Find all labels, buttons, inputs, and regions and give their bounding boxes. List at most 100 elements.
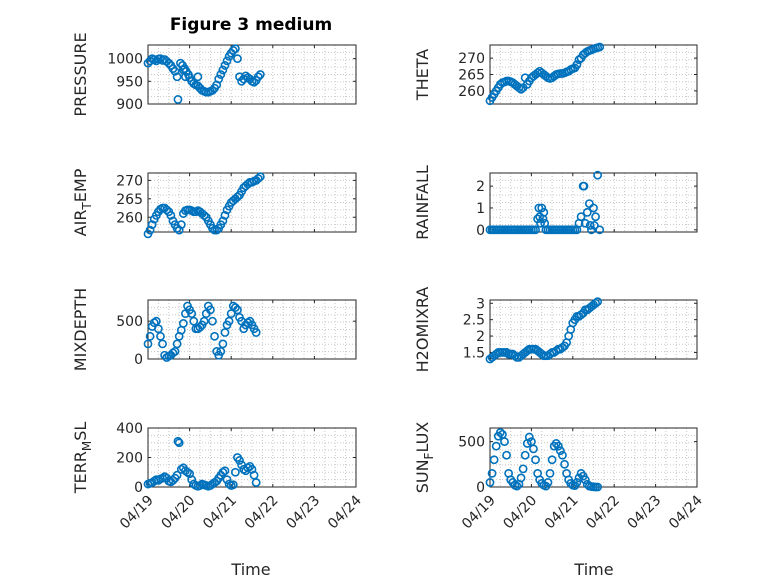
data-point xyxy=(158,339,167,349)
y-tick-label: 200 xyxy=(116,451,143,467)
y-tick-label: 2 xyxy=(476,329,485,345)
data-point xyxy=(524,432,534,442)
data-point xyxy=(228,480,238,490)
data-point xyxy=(572,60,582,70)
y-axis-label: PRESSURE xyxy=(71,32,90,116)
data-point xyxy=(512,481,522,491)
data-point xyxy=(216,70,226,79)
data-point xyxy=(579,181,589,191)
data-point xyxy=(487,468,497,478)
data-point xyxy=(580,475,590,485)
data-point xyxy=(589,203,598,213)
data-point xyxy=(172,72,182,82)
data-point xyxy=(193,72,203,82)
y-axis-label: MIXDEPTH xyxy=(71,288,90,371)
data-point xyxy=(576,212,586,222)
data-point xyxy=(558,450,567,460)
data-point xyxy=(189,316,199,326)
data-point xyxy=(228,46,238,55)
data-point xyxy=(224,316,234,326)
y-tick-label: 260 xyxy=(116,210,143,226)
data-point xyxy=(491,441,501,451)
data-point xyxy=(145,331,155,341)
data-point xyxy=(199,316,209,326)
data-point xyxy=(208,316,217,326)
data-point xyxy=(593,297,603,307)
data-point xyxy=(170,347,180,356)
data-point xyxy=(531,225,540,235)
y-tick-label: 950 xyxy=(116,74,143,90)
axes-box xyxy=(147,299,357,360)
data-point xyxy=(222,475,232,485)
data-point xyxy=(237,76,246,86)
data-point xyxy=(593,170,603,180)
subplot-1: 900 950 1000 PRESSURE xyxy=(71,32,357,117)
data-point xyxy=(589,221,599,230)
data-point xyxy=(168,475,178,485)
data-point xyxy=(208,85,217,95)
data-point xyxy=(251,478,261,487)
data-point xyxy=(156,331,165,341)
data-point xyxy=(168,348,178,358)
y-tick-label: 260 xyxy=(458,84,485,100)
data-point xyxy=(195,322,205,332)
data-point xyxy=(502,450,511,460)
data-point xyxy=(495,428,505,437)
data-point xyxy=(174,225,184,235)
subplot-3: 260 265 270 AIRTEMP xyxy=(71,168,357,239)
y-tick-label: 500 xyxy=(116,314,143,330)
data-point xyxy=(145,225,155,235)
data-point xyxy=(529,444,538,454)
data-point xyxy=(233,305,242,315)
data-point xyxy=(536,218,545,228)
data-point xyxy=(153,324,163,334)
data-point xyxy=(555,446,565,456)
x-axis-label-right: Time xyxy=(573,560,613,579)
data-point xyxy=(520,450,530,460)
data-point xyxy=(537,203,547,213)
axes-box xyxy=(147,172,357,233)
data-point xyxy=(510,351,520,361)
data-point xyxy=(172,339,182,349)
y-axis-label: RAINFALL xyxy=(413,165,432,240)
y-tick-label: 265 xyxy=(458,68,485,84)
data-point xyxy=(235,456,244,465)
data-point xyxy=(582,207,592,217)
y-tick-label: 0 xyxy=(134,352,143,368)
data-point xyxy=(172,470,182,480)
data-point xyxy=(208,223,217,233)
data-point xyxy=(216,347,226,356)
data-point xyxy=(500,437,509,447)
y-tick-label: 900 xyxy=(116,97,143,113)
data-point xyxy=(199,211,209,220)
data-point xyxy=(539,207,549,217)
y-tick-label: 1 xyxy=(476,201,485,217)
data-point xyxy=(143,339,153,349)
data-point xyxy=(178,319,188,328)
data-point xyxy=(547,455,557,465)
data-point xyxy=(162,205,172,215)
subplot-5: 0 500 MIXDEPTH xyxy=(71,288,357,371)
data-point xyxy=(170,66,180,76)
data-point xyxy=(534,203,544,213)
y-axis-label: SUNFLUX xyxy=(413,422,436,494)
subplot-4: 0 1 2 RAINFALL xyxy=(413,165,698,240)
data-point xyxy=(593,482,603,492)
data-point xyxy=(160,350,170,360)
data-point xyxy=(212,225,222,235)
figure-title: Figure 3 medium xyxy=(170,15,332,35)
data-point xyxy=(545,468,555,478)
data-point xyxy=(173,436,183,446)
data-point xyxy=(173,95,183,104)
y-tick-label: 270 xyxy=(116,173,143,189)
data-point xyxy=(220,328,230,337)
data-point xyxy=(253,174,263,183)
y-axis-label: TERRMSL xyxy=(71,422,94,495)
data-point xyxy=(220,466,230,476)
data-point xyxy=(255,172,265,182)
data-point xyxy=(230,303,240,312)
data-point xyxy=(164,58,174,68)
